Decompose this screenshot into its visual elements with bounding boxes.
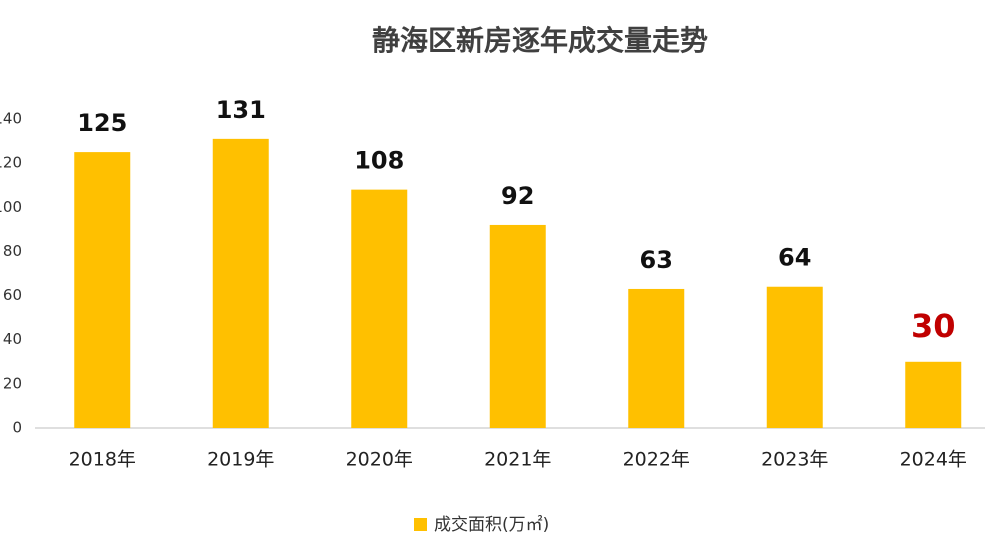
value-label: 131 [216,96,266,124]
chart-title: 静海区新房逐年成交量走势 [372,24,708,57]
bar [351,189,408,428]
y-tick-label: 20 [3,374,22,392]
bar [905,361,962,428]
x-tick-label: 2022年 [623,449,690,471]
bar [628,288,685,428]
x-tick-label: 2018年 [69,449,136,471]
x-tick-label: 2019年 [207,449,274,471]
y-tick-label: 60 [3,286,22,304]
bar [212,138,269,428]
value-label: 125 [77,109,127,137]
bar [74,152,131,428]
bar [766,286,823,428]
y-tick-label: 100 [0,198,22,216]
y-tick-label: 0 [12,419,22,437]
bar [489,224,546,428]
y-tick-label: 40 [3,330,22,348]
value-label: 30 [911,307,956,345]
x-tick-label: 2021年 [484,449,551,471]
value-label: 63 [640,246,673,274]
y-tick-label: 140 [0,110,22,128]
x-tick-label: 2020年 [346,449,413,471]
x-tick-label: 2024年 [900,449,967,471]
value-label: 92 [501,182,534,210]
legend-swatch [414,518,427,531]
x-tick-label: 2023年 [761,449,828,471]
y-tick-label: 120 [0,154,22,172]
y-tick-label: 80 [3,242,22,260]
legend-label: 成交面积(万㎡) [434,515,549,535]
value-label: 64 [778,244,811,272]
value-label: 108 [354,147,404,175]
